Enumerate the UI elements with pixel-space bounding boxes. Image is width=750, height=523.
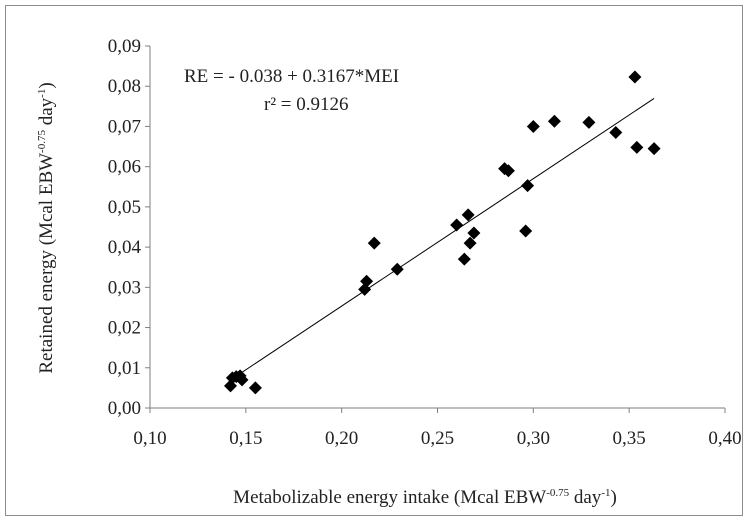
data-point-diamond <box>463 236 477 250</box>
y-tick-label: 0,03 <box>108 277 141 298</box>
data-point-diamond <box>501 164 515 178</box>
data-point-diamond <box>609 125 623 139</box>
data-point-diamond <box>390 262 404 276</box>
data-point-diamond <box>647 142 661 156</box>
data-point-diamond <box>360 274 374 288</box>
y-tick-label: 0,01 <box>108 358 141 379</box>
data-point-diamond <box>526 119 540 133</box>
data-point-diamond <box>519 224 533 238</box>
scatter-chart: 0,00 0,01 0,02 0,03 0,04 0,05 0,06 0,07 0,08 0,09… <box>36 36 742 508</box>
x-tick-label: 0,25 <box>421 428 454 449</box>
axes <box>145 45 726 413</box>
x-tick-label: 0,30 <box>517 428 550 449</box>
y-axis-title: Retained energy (Mcal EBW-0.75 day-1) <box>36 82 57 373</box>
y-tick-label: 0,02 <box>108 318 141 339</box>
data-point-diamond <box>248 381 262 395</box>
data-point-diamond <box>467 226 481 240</box>
r-squared-annotation: r² = 0.9126 <box>264 94 349 115</box>
data-points <box>224 70 661 395</box>
trendline <box>232 98 655 380</box>
y-tick-label: 0,07 <box>108 116 141 137</box>
x-axis-title: Metabolizable energy intake (Mcal EBW-0.… <box>233 487 617 508</box>
y-tick-label: 0,00 <box>108 398 141 419</box>
data-point-diamond <box>235 373 249 387</box>
data-point-diamond <box>628 70 642 84</box>
tick-labels: 0,00 0,01 0,02 0,03 0,04 0,05 0,06 0,07 0,08 0,09… <box>108 36 742 449</box>
y-tick-label: 0,09 <box>108 36 141 57</box>
x-tick-label: 0,10 <box>133 428 166 449</box>
x-tick-label: 0,20 <box>325 428 358 449</box>
data-point-diamond <box>461 208 475 222</box>
equation-annotation: RE = - 0.038 + 0.3167*MEI <box>184 66 399 87</box>
y-tick-label: 0,08 <box>108 76 141 97</box>
y-tick-label: 0,06 <box>108 157 141 178</box>
data-point-diamond <box>450 218 464 232</box>
data-point-diamond <box>367 236 381 250</box>
x-tick-label: 0,40 <box>708 428 741 449</box>
chart-frame: 0,00 0,01 0,02 0,03 0,04 0,05 0,06 0,07 0,08 0,09… <box>5 5 743 516</box>
y-tick-label: 0,05 <box>108 197 141 218</box>
y-tick-label: 0,04 <box>108 237 142 258</box>
x-tick-label: 0,15 <box>229 428 262 449</box>
data-point-diamond <box>547 114 561 128</box>
data-point-diamond <box>457 252 471 266</box>
data-point-diamond <box>521 179 535 193</box>
data-point-diamond <box>630 140 644 154</box>
x-tick-label: 0,35 <box>613 428 646 449</box>
trendline-group <box>232 98 655 380</box>
data-point-diamond <box>582 115 596 129</box>
